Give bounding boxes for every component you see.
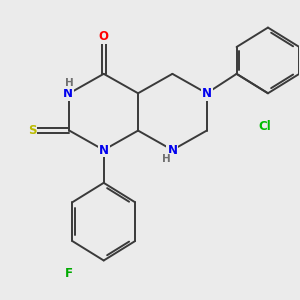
Text: H: H bbox=[162, 154, 171, 164]
Text: N: N bbox=[202, 87, 212, 100]
Text: H: H bbox=[65, 78, 74, 88]
Text: N: N bbox=[167, 143, 177, 157]
Text: O: O bbox=[99, 30, 109, 43]
Text: F: F bbox=[65, 267, 74, 280]
Text: N: N bbox=[99, 143, 109, 157]
Text: S: S bbox=[28, 124, 36, 137]
Text: Cl: Cl bbox=[259, 120, 271, 133]
Text: N: N bbox=[63, 87, 73, 100]
